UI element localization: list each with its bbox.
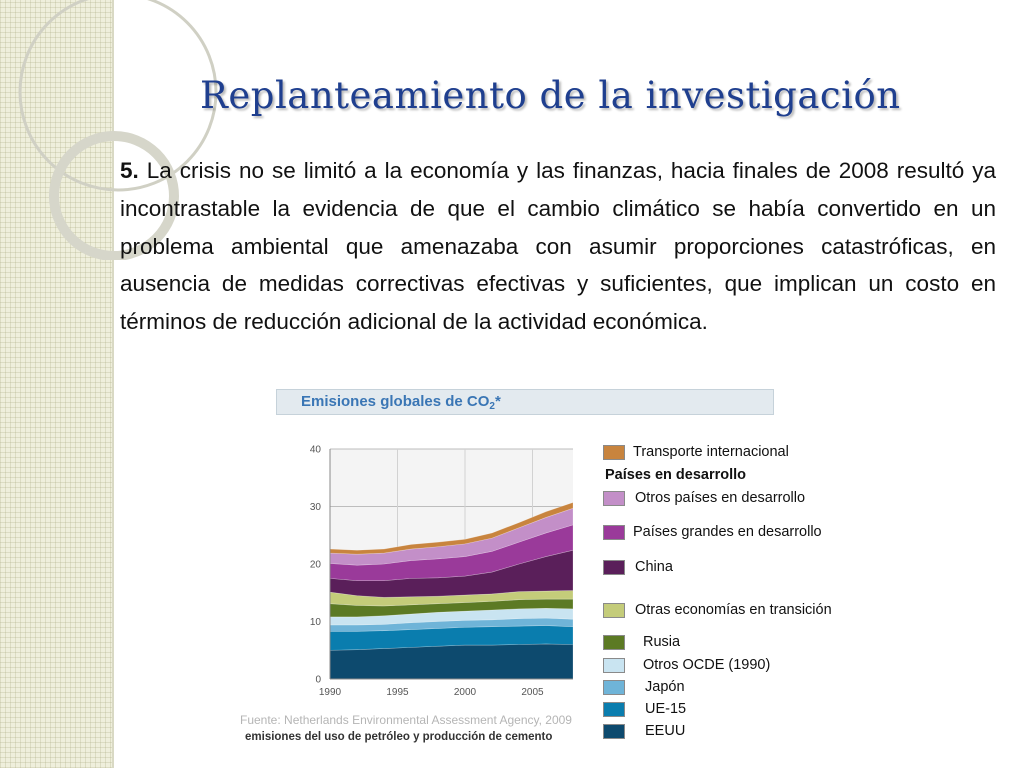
y-tick-label-0: 0 (315, 675, 321, 686)
legend-item: Otras economías en transición (603, 600, 832, 620)
chart-title: Emisiones globales de CO2* (301, 393, 501, 412)
legend-item: Países grandes en desarrollo (603, 522, 822, 542)
legend-item: UE-15 (603, 699, 686, 719)
co2-emissions-chart: 0 10 20 30 40 1990 1995 2000 2005 (310, 445, 574, 698)
x-tick-label-2000: 2000 (454, 687, 477, 698)
legend-item: Rusia (603, 632, 680, 652)
legend-label: Otros países en desarrollo (635, 490, 806, 506)
chart-title-text: Emisiones globales de CO (301, 393, 490, 410)
legend-item: Otros países en desarrollo (603, 488, 805, 508)
legend-swatch (603, 524, 625, 540)
x-tick-label-1990: 1990 (319, 687, 342, 698)
legend-item: Transporte internacional (603, 442, 789, 462)
legend-swatch (603, 490, 625, 506)
legend-label: Transporte internacional (633, 444, 789, 460)
y-tick-label-20: 20 (310, 560, 322, 571)
legend-swatch (603, 559, 625, 575)
side-pattern-edge (112, 0, 114, 768)
legend-swatch (603, 444, 625, 460)
y-tick-label-10: 10 (310, 617, 322, 628)
chart-source: Fuente: Netherlands Environmental Assess… (240, 713, 572, 727)
legend-swatch (603, 723, 625, 739)
x-tick-label-1995: 1995 (386, 687, 409, 698)
legend-label: Otros OCDE (1990) (643, 657, 771, 673)
legend-group-heading: Países en desarrollo (605, 467, 747, 483)
body-paragraph: 5. La crisis no se limitó a la economía … (120, 152, 996, 341)
chart-header: Emisiones globales de CO2* (276, 389, 774, 415)
x-tick-label-2005: 2005 (521, 687, 544, 698)
y-tick-label-30: 30 (310, 502, 322, 513)
legend-label: China (635, 559, 673, 575)
legend-label: Otras economías en transición (635, 602, 832, 618)
legend-label: Países grandes en desarrollo (633, 524, 822, 540)
side-pattern (0, 0, 112, 768)
legend-item: Japón (603, 677, 685, 697)
decorative-circles (18, 0, 218, 260)
chart-legend: Transporte internacional Otros países en … (603, 440, 903, 745)
legend-item: Otros OCDE (1990) (603, 655, 770, 675)
legend-label: Japón (645, 679, 685, 695)
legend-item: EEUU (603, 721, 685, 741)
paragraph-number: 5. (120, 158, 139, 183)
legend-label: UE-15 (645, 701, 687, 717)
chart-footnote: emisiones del uso de petróleo y producci… (245, 731, 553, 743)
chart-title-superscript: * (494, 393, 501, 410)
legend-label: Rusia (643, 634, 681, 650)
area-series-transporte-internacional (329, 502, 574, 555)
paragraph-text: La crisis no se limitó a la economía y l… (120, 158, 996, 335)
slide-title: Replanteamiento de la investigación (200, 74, 901, 117)
legend-swatch (603, 634, 625, 650)
legend-label: EEUU (645, 723, 686, 739)
legend-swatch (603, 602, 625, 618)
legend-swatch (603, 657, 625, 673)
y-tick-label-40: 40 (310, 445, 322, 456)
legend-swatch (603, 701, 625, 717)
legend-swatch (603, 679, 625, 695)
legend-item: China (603, 557, 673, 577)
chart-title-subscript: 2 (489, 401, 495, 412)
